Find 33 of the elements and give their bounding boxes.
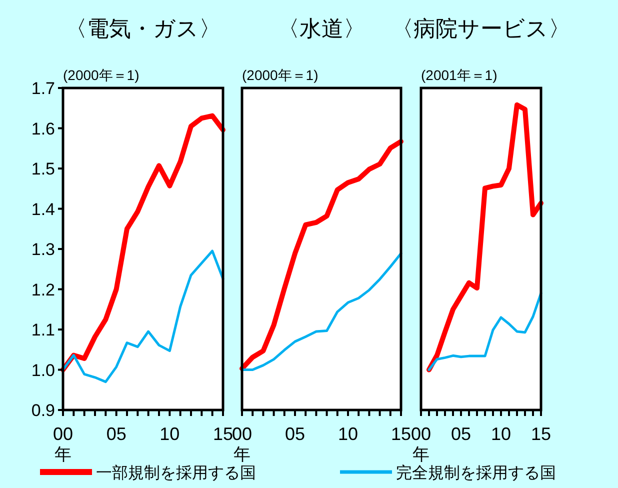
x-tick-label: 10: [160, 424, 180, 444]
x-axis-title: 年: [234, 445, 250, 464]
chart-title: 〈病院サービス〉: [392, 16, 570, 41]
y-tick-label: 1.0: [31, 360, 55, 380]
legend-label: 完全規制を採用する国: [396, 464, 556, 482]
x-tick-label: 15: [530, 424, 552, 444]
x-axis-title: 年: [54, 445, 72, 464]
chart-title: 〈電気・ガス〉: [65, 16, 221, 41]
x-tick-label: 00: [232, 424, 252, 444]
x-tick-label: 05: [284, 424, 306, 444]
y-tick-label: 1.1: [31, 320, 55, 340]
x-tick-label: 10: [338, 424, 358, 444]
y-tick-label: 1.6: [31, 119, 55, 138]
chart-subtitle: (2001年＝1): [421, 67, 498, 83]
x-tick-label: 05: [450, 424, 472, 444]
y-tick-label: 1.2: [31, 280, 55, 300]
x-tick-label: 15: [212, 424, 234, 444]
y-tick-label: 1.4: [31, 200, 55, 219]
x-tick-label: 05: [106, 424, 126, 444]
x-tick-label: 00: [52, 424, 74, 444]
chart-title: 〈水道〉: [278, 16, 366, 41]
y-tick-label: 1.3: [31, 240, 55, 259]
legend-label: 一部規制を採用する国: [96, 464, 256, 482]
chart-subtitle: (2000年＝1): [63, 67, 140, 83]
chart-subtitle: (2000年＝1): [242, 67, 318, 83]
y-tick-label: 1.7: [31, 79, 55, 98]
x-axis-title: 年: [412, 445, 430, 464]
x-tick-label: 00: [410, 424, 432, 444]
x-tick-label: 15: [390, 424, 412, 444]
line-series: [62, 250, 224, 384]
y-tick-label: 0.9: [31, 401, 55, 420]
x-tick-label: 10: [490, 424, 512, 444]
y-tick-label: 1.5: [31, 160, 55, 178]
